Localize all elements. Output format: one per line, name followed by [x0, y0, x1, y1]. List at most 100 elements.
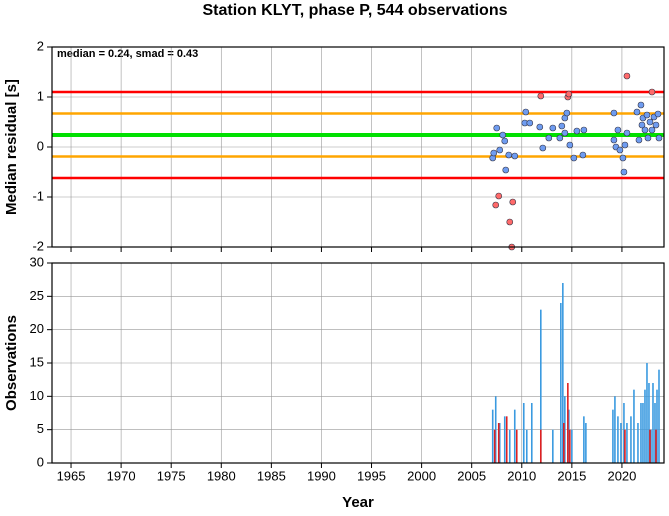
point: [637, 101, 645, 109]
bar: [498, 423, 501, 463]
point: [570, 154, 578, 162]
x-tick-label: 2005: [457, 468, 486, 483]
bar: [585, 423, 587, 463]
point: [648, 88, 656, 96]
bar: [522, 403, 525, 463]
x-tick-label: 1975: [157, 468, 186, 483]
point: [620, 168, 628, 176]
point: [499, 131, 507, 139]
bar: [648, 383, 650, 463]
y-axis-label: Observations: [3, 315, 20, 411]
point: [502, 166, 510, 174]
y-tick-label: 25: [30, 288, 44, 303]
point: [501, 137, 509, 145]
point: [511, 152, 519, 160]
point: [537, 92, 545, 100]
y-tick-label: 1: [37, 88, 44, 103]
bar: [569, 429, 571, 463]
point: [610, 109, 618, 117]
y-tick-label: 10: [30, 388, 44, 403]
point: [641, 126, 649, 134]
bar: [505, 416, 508, 463]
point: [635, 136, 643, 144]
point: [565, 90, 573, 98]
x-tick-label: 1985: [257, 468, 286, 483]
point: [505, 151, 513, 159]
y-tick-label: 0: [37, 454, 44, 469]
y-tick-label: 15: [30, 354, 44, 369]
point: [566, 141, 574, 149]
y-axis-label: Median residual [s]: [3, 79, 20, 215]
bar: [614, 396, 616, 463]
x-tick-label: 2020: [607, 468, 636, 483]
point: [648, 126, 656, 134]
y-tick-label: -2: [32, 238, 44, 253]
bar: [497, 423, 500, 463]
point: [619, 154, 627, 162]
point: [495, 192, 503, 200]
bar: [626, 423, 628, 463]
point: [654, 110, 662, 118]
point: [610, 136, 618, 144]
point: [616, 146, 624, 154]
point: [522, 108, 530, 116]
point: [655, 134, 663, 142]
point: [643, 111, 651, 119]
bar: [571, 429, 573, 463]
bar: [623, 403, 625, 463]
bar: [630, 416, 632, 463]
bar: [658, 369, 660, 463]
point: [646, 118, 654, 126]
point: [644, 134, 652, 142]
bar: [539, 429, 542, 463]
point: [623, 72, 631, 80]
bar: [656, 389, 658, 463]
chart-title: Station KLYT, phase P, 544 observations: [203, 2, 508, 19]
x-tick-label: 2000: [407, 468, 436, 483]
x-tick-label: 1990: [307, 468, 336, 483]
y-tick-label: 20: [30, 321, 44, 336]
y-tick-label: -1: [32, 188, 44, 203]
point: [558, 122, 566, 130]
bar: [563, 423, 565, 463]
bar: [612, 409, 614, 463]
y-tick-label: 0: [37, 138, 44, 153]
point: [492, 201, 500, 209]
point: [536, 123, 544, 131]
point: [579, 151, 587, 159]
bar: [642, 403, 644, 463]
bar: [564, 396, 566, 463]
bar: [525, 429, 528, 463]
point: [539, 144, 547, 152]
y-tick-label: 30: [30, 254, 44, 269]
x-axis-label: Year: [342, 494, 374, 511]
bar: [652, 383, 654, 463]
x-tick-label: 1995: [357, 468, 386, 483]
bar: [562, 283, 564, 463]
bar: [644, 389, 646, 463]
bar: [513, 409, 516, 463]
point: [490, 149, 498, 157]
x-tick-label: 2010: [507, 468, 536, 483]
x-tick-label: 2015: [557, 468, 586, 483]
point: [623, 129, 631, 137]
bar: [617, 416, 619, 463]
bar: [633, 389, 635, 463]
point: [614, 126, 622, 134]
point: [573, 127, 581, 135]
bar: [508, 429, 511, 463]
point: [545, 134, 553, 142]
bar: [494, 396, 497, 463]
plot-frame: [51, 46, 665, 248]
bar: [503, 416, 506, 463]
bar: [655, 429, 657, 463]
bar: [530, 403, 533, 463]
bar: [567, 383, 569, 463]
bar: [583, 416, 585, 463]
bar: [491, 409, 494, 463]
bar: [649, 429, 651, 463]
point: [561, 129, 569, 137]
point: [496, 146, 504, 154]
point: [652, 121, 660, 129]
